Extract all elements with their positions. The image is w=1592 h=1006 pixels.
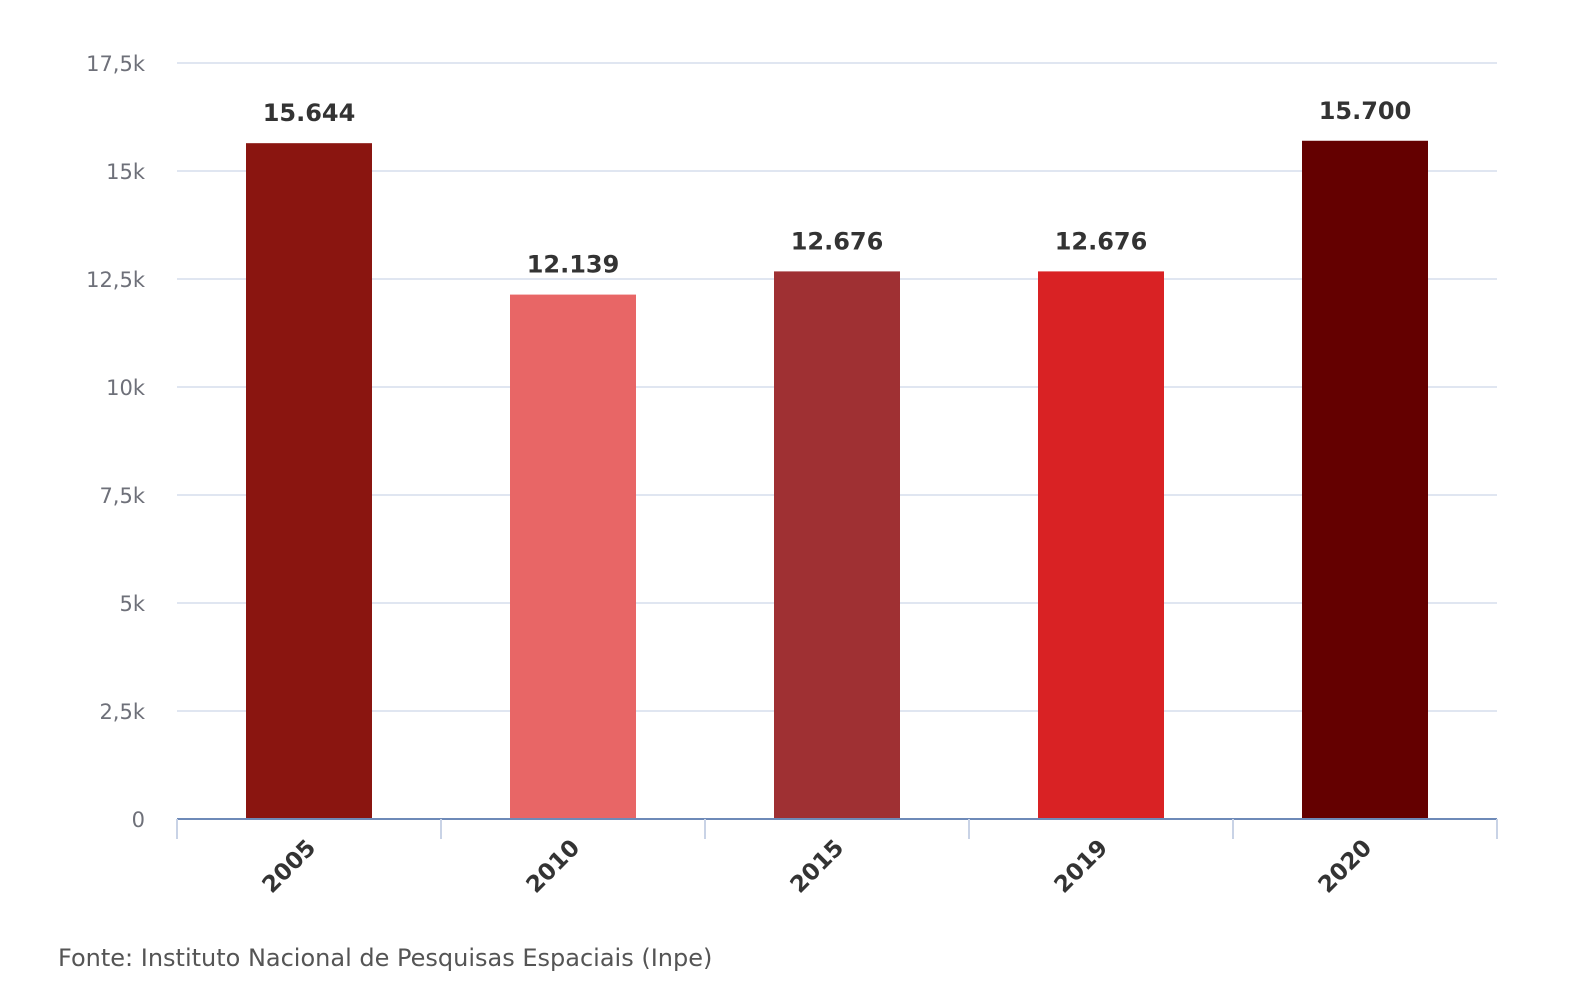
bar-2005[interactable] [246, 143, 372, 819]
data-label: 15.644 [263, 99, 356, 127]
x-tick-label: 2010 [522, 835, 586, 899]
data-label: 12.676 [791, 227, 884, 255]
y-tick-label: 10k [106, 376, 146, 400]
x-tick-label: 2015 [786, 835, 850, 899]
y-axis-tick-labels: 0 2,5k 5k 7,5k 10k 12,5k 15k 17,5k [86, 52, 146, 832]
data-label: 12.139 [527, 251, 620, 279]
data-label: 12.676 [1055, 227, 1148, 255]
bar-2019[interactable] [1038, 271, 1164, 819]
bar-chart: 0 2,5k 5k 7,5k 10k 12,5k 15k 17,5k 15.644 12.139… [86, 52, 1498, 899]
x-tick-label: 2020 [1314, 835, 1378, 899]
y-tick-label: 17,5k [86, 52, 146, 76]
x-tick-label: 2019 [1050, 835, 1114, 899]
data-label: 15.700 [1319, 97, 1412, 125]
x-axis-category-labels: 2005 2010 2015 2019 2020 [258, 835, 1378, 899]
y-tick-label: 12,5k [86, 268, 146, 292]
y-tick-label: 7,5k [99, 484, 145, 508]
y-tick-label: 2,5k [99, 700, 145, 724]
bars [246, 140, 1428, 819]
bar-2010[interactable] [510, 294, 636, 819]
x-axis [176, 818, 1498, 839]
bar-2020[interactable] [1302, 140, 1428, 819]
y-tick-label: 0 [132, 808, 145, 832]
source-note: Fonte: Instituto Nacional de Pesquisas E… [58, 944, 713, 972]
bar-2015[interactable] [774, 271, 900, 819]
y-tick-label: 15k [106, 160, 146, 184]
x-tick-label: 2005 [258, 835, 322, 899]
data-labels: 15.644 12.139 12.676 12.676 15.700 [263, 97, 1412, 279]
y-tick-label: 5k [119, 592, 145, 616]
